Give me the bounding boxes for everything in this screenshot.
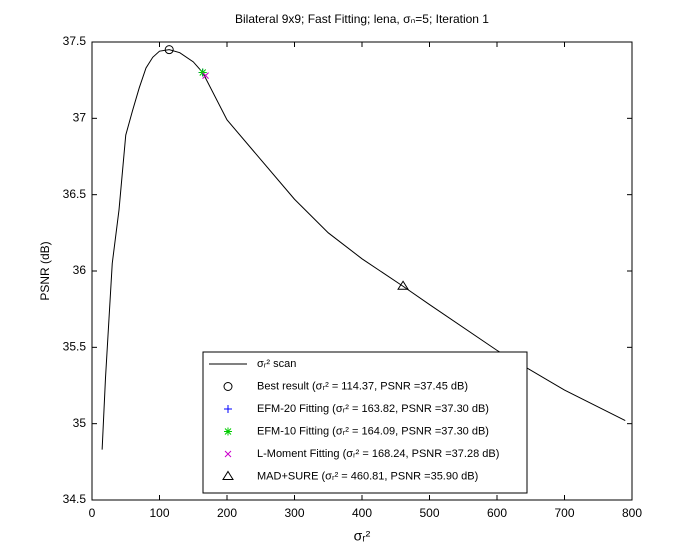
x-tick-label: 100 — [149, 506, 169, 520]
marker — [224, 450, 232, 458]
marker — [397, 280, 409, 290]
x-tick-label: 300 — [284, 506, 304, 520]
x-tick-label: 700 — [554, 506, 574, 520]
legend-box — [202, 351, 528, 494]
y-tick-label: 34.5 — [63, 492, 87, 506]
marker — [164, 45, 174, 55]
y-axis-label: PSNR (dB) — [38, 241, 52, 300]
y-tick-label: 36 — [73, 263, 87, 277]
marker — [222, 470, 234, 480]
marker — [202, 72, 209, 79]
y-tick-label: 35.5 — [63, 340, 87, 354]
y-tick-label: 37.5 — [63, 34, 87, 48]
x-tick-label: 500 — [419, 506, 439, 520]
x-tick-label: 400 — [352, 506, 372, 520]
legend-label: σᵣ² scan — [257, 358, 296, 370]
legend-label: Best result (σᵣ² = 114.37, PSNR =37.45 d… — [257, 380, 468, 392]
x-tick-label: 0 — [89, 506, 96, 520]
x-tick-label: 600 — [487, 506, 507, 520]
y-tick-label: 37 — [73, 111, 87, 125]
chart-title: Bilateral 9x9; Fast Fitting; lena, σₙ=5;… — [235, 12, 489, 26]
y-tick-label: 35 — [73, 416, 87, 430]
x-axis-label: σᵣ² — [354, 528, 371, 544]
x-tick-label: 200 — [217, 506, 237, 520]
x-tick-label: 800 — [622, 506, 642, 520]
y-tick-label: 36.5 — [63, 187, 87, 201]
marker — [224, 427, 232, 436]
marker — [224, 405, 232, 413]
legend-label: L-Moment Fitting (σᵣ² = 168.24, PSNR =37… — [257, 448, 499, 460]
legend-label: MAD+SURE (σᵣ² = 460.81, PSNR =35.90 dB) — [257, 470, 478, 482]
legend: σᵣ² scan Best result (σᵣ² = 114.37, PSNR … — [202, 351, 528, 494]
legend-label: EFM-20 Fitting (σᵣ² = 163.82, PSNR =37.3… — [257, 403, 489, 415]
legend-label: EFM-10 Fitting (σᵣ² = 164.09, PSNR =37.3… — [257, 425, 489, 437]
marker — [223, 382, 233, 391]
